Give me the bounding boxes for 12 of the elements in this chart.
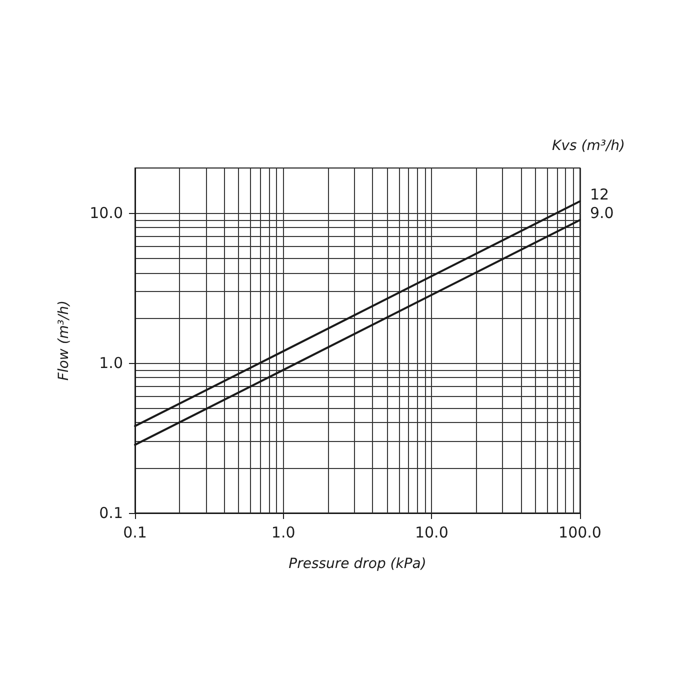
legend-title: Kvs (m³/h) bbox=[552, 138, 626, 154]
x-tick-label: 100.0 bbox=[558, 524, 602, 542]
x-tick-label: 0.1 bbox=[123, 524, 147, 542]
y-tick-label: 0.1 bbox=[99, 504, 123, 522]
y-tick-label: 1.0 bbox=[99, 354, 123, 372]
y-tick-label: 10.0 bbox=[90, 204, 123, 222]
series-label: 9.0 bbox=[590, 204, 614, 222]
x-axis-title: Pressure drop (kPa) bbox=[288, 556, 426, 572]
x-tick-label: 10.0 bbox=[414, 524, 448, 542]
x-tick-label: 1.0 bbox=[271, 524, 296, 542]
y-axis-title: Flow (m³/h) bbox=[56, 300, 72, 381]
series-label: 12 bbox=[590, 185, 610, 204]
